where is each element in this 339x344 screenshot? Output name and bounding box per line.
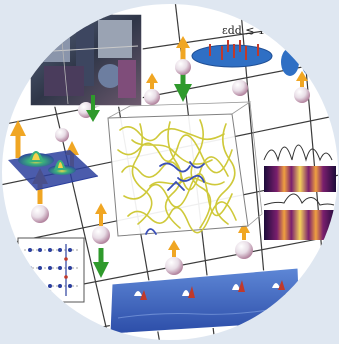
equation-label: εdd ≲ 1	[222, 24, 265, 37]
density-profile-panels	[263, 144, 336, 240]
density-peak-plot	[8, 150, 99, 191]
spin-chain-diagram	[17, 237, 85, 303]
apparatus-photo	[29, 13, 143, 107]
dipolar-disc-icon: εdd ≲ 1	[191, 24, 316, 76]
vortex-tangle-box	[107, 101, 263, 237]
